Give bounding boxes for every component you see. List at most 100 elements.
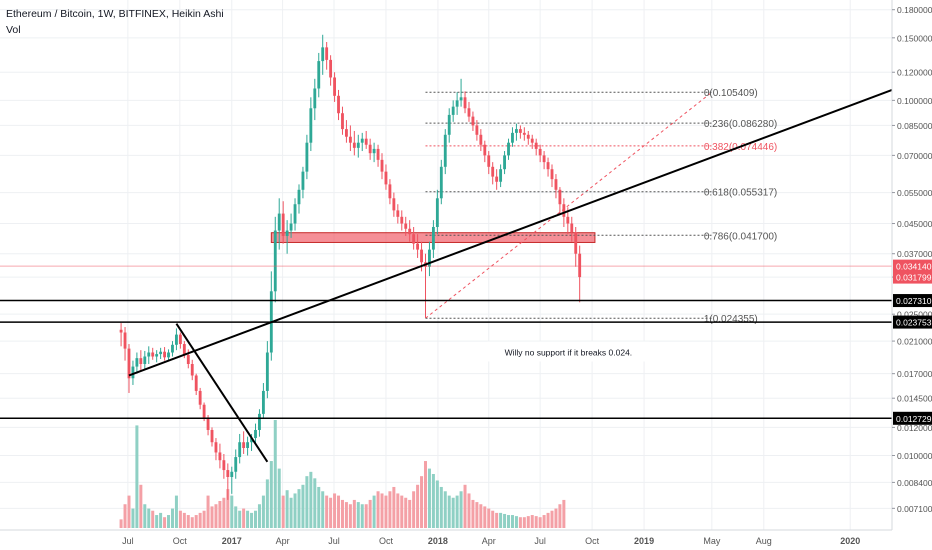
candle-body <box>281 213 285 237</box>
volume-bar <box>455 495 459 528</box>
candle-body <box>376 148 380 160</box>
volume-bar <box>293 493 297 528</box>
fib-level-label: 0.786(0.041700) <box>704 231 777 242</box>
candle-body <box>329 59 333 78</box>
candle-body <box>475 125 479 135</box>
price-badge <box>893 411 932 425</box>
chart-title: Ethereum / Bitcoin, 1W, BITFINEX, Heikin… <box>6 8 224 20</box>
volume-bar <box>412 491 416 528</box>
volume-bar <box>404 497 408 528</box>
volume-bar <box>420 476 424 528</box>
candle-body <box>226 470 230 477</box>
candle-body <box>491 166 495 177</box>
volume-bar <box>534 516 538 528</box>
volume-bar <box>281 495 285 528</box>
volume-bar <box>396 493 400 528</box>
candle-body <box>408 228 412 235</box>
candle-body <box>139 358 143 365</box>
price-badge-label: 0.012729 <box>896 414 932 424</box>
price-badge <box>893 294 932 308</box>
volume-bar <box>151 510 155 528</box>
volume-bar <box>277 468 281 528</box>
candle-body <box>123 332 127 349</box>
volume-bar <box>550 510 554 528</box>
candle-body <box>428 249 431 267</box>
volume-bar <box>230 495 234 528</box>
time-axis[interactable]: Jul Oct 2017 Apr Jul Oct 2018 Apr Jul Oct 2019 May A… <box>0 529 932 550</box>
candle-body <box>396 210 400 217</box>
candle-body <box>321 47 325 62</box>
candle-body <box>202 404 206 418</box>
time-tick-label: Apr <box>482 536 496 546</box>
candle-body <box>443 134 447 167</box>
price-tick-label: 0.037000 <box>897 249 932 259</box>
price-tick-label: 0.120000 <box>897 68 932 78</box>
price-badge-label: 0.031799 <box>896 273 932 283</box>
candle-body <box>483 144 487 156</box>
price-tick-label: 0.007100 <box>897 504 932 514</box>
candle-body <box>526 134 530 139</box>
volume-bar <box>443 491 447 528</box>
candle-body <box>206 417 210 430</box>
volume-bar <box>530 515 534 528</box>
volume-bar <box>431 474 435 528</box>
volume-bar <box>285 490 289 528</box>
price-badge <box>893 270 932 284</box>
drawings-layer <box>0 88 893 463</box>
volume-bar <box>562 499 566 528</box>
candle-body <box>522 132 526 135</box>
volume-bar <box>439 486 443 528</box>
volume-bar <box>435 480 439 528</box>
volume-bar <box>423 461 427 528</box>
volume-bar <box>202 510 206 528</box>
candle-body <box>325 47 329 60</box>
fibonacci-layer: 0(0.105409)0.236(0.086280)0.382(0.074446… <box>425 88 777 325</box>
candle-body <box>439 166 443 199</box>
volume-bar <box>139 484 143 528</box>
volume-bar <box>186 515 190 528</box>
volume-bar <box>459 491 463 528</box>
candle-body <box>392 198 396 211</box>
candle-body <box>380 159 384 172</box>
candle-body <box>194 375 198 391</box>
price-axis[interactable]: 0.180000 0.150000 0.120000 0.100000 0.085000… <box>891 0 932 530</box>
volume-bar <box>463 484 467 528</box>
price-tick-label: 0.085000 <box>897 121 932 131</box>
volume-bar <box>337 495 341 528</box>
candle-body <box>530 138 534 143</box>
candle-body <box>277 213 281 231</box>
candle-body <box>562 204 566 217</box>
candle-body <box>178 334 182 345</box>
volume-bar <box>451 497 455 528</box>
volume-bar <box>127 495 131 528</box>
volume-bar <box>495 512 499 528</box>
price-tick-label: 0.010000 <box>897 451 932 461</box>
volume-bar <box>269 461 273 528</box>
volume-bar <box>317 486 321 528</box>
volume-bar <box>518 517 522 528</box>
fib-diagonal <box>425 91 713 319</box>
candle-body <box>447 114 451 135</box>
candle-body <box>222 460 226 471</box>
time-tick-label: Oct <box>585 536 600 546</box>
volume-bar <box>522 517 526 528</box>
candle-body <box>301 171 305 190</box>
volume-bar <box>174 495 178 528</box>
candle-body <box>455 100 459 107</box>
volume-bar <box>340 499 344 528</box>
volume-bar <box>554 508 558 528</box>
volume-bar <box>135 425 139 528</box>
candle-body <box>127 348 131 379</box>
volume-bar <box>372 495 376 528</box>
volume-bar <box>321 491 325 528</box>
volume-bar <box>178 510 182 528</box>
time-tick-label: May <box>703 536 721 546</box>
candle-body <box>518 129 522 133</box>
candle-body <box>119 329 123 333</box>
candle-body <box>479 134 483 145</box>
candle-body <box>258 413 261 430</box>
candle-body <box>431 226 435 250</box>
volume-bar <box>475 502 479 528</box>
volume-bar <box>226 489 230 528</box>
